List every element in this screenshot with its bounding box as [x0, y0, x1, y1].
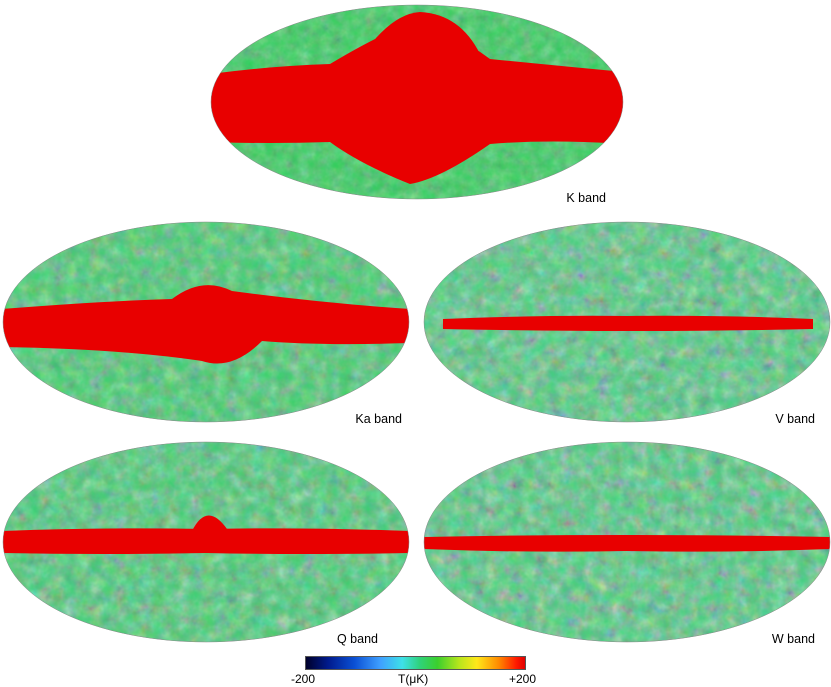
colorbar-min-label: -200 [291, 672, 316, 686]
colorbar-max-label: +200 [509, 672, 537, 686]
colorbar-unit-label: T(μK) [398, 672, 429, 686]
v-band-label: V band [775, 412, 815, 426]
k-band-sky-map [210, 4, 624, 200]
q-band-sky-map [2, 441, 410, 643]
w-band-label: W band [771, 632, 815, 646]
q-band-label: Q band [336, 632, 378, 646]
v-band-sky-map [423, 221, 831, 423]
temperature-colorbar [305, 656, 526, 670]
ka-band-sky-map [2, 221, 410, 423]
w-band-sky-map [423, 441, 831, 643]
ka-band-label: Ka band [355, 412, 402, 426]
k-band-label: K band [566, 191, 606, 205]
